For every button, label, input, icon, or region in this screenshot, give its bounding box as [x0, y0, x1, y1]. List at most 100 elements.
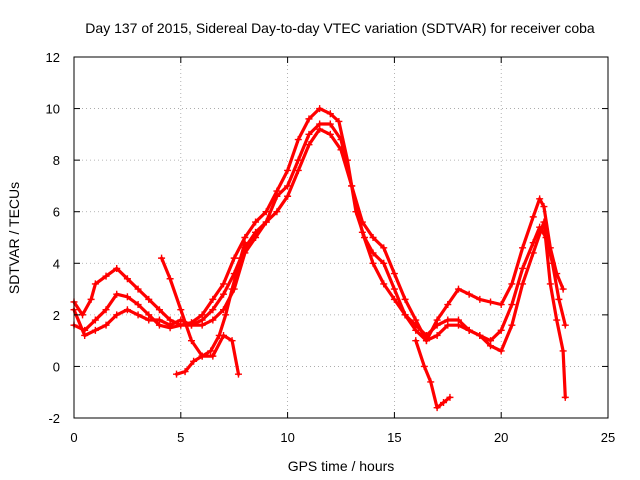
data-point	[433, 404, 441, 412]
data-point	[337, 146, 345, 154]
data-point	[540, 218, 548, 226]
data-point	[181, 368, 189, 376]
data-point	[465, 290, 473, 298]
data-point	[316, 105, 324, 113]
data-point	[87, 295, 95, 303]
data-point	[187, 321, 195, 329]
data-point	[237, 254, 245, 262]
data-point	[369, 259, 377, 267]
data-point	[228, 337, 236, 345]
data-point	[508, 321, 516, 329]
data-point	[561, 321, 569, 329]
y-tick-label: 0	[53, 359, 60, 374]
data-point	[273, 192, 281, 200]
data-point	[412, 321, 420, 329]
data-point	[123, 306, 131, 314]
data-point	[102, 321, 110, 329]
data-point	[220, 280, 228, 288]
data-point	[228, 285, 236, 293]
data-point	[166, 321, 174, 329]
x-tick-label: 5	[177, 430, 184, 445]
data-point	[508, 301, 516, 309]
data-point	[454, 285, 462, 293]
data-point	[305, 115, 313, 123]
data-point	[559, 285, 567, 293]
data-point	[390, 270, 398, 278]
data-point	[326, 130, 334, 138]
data-point	[337, 136, 345, 144]
data-point	[284, 192, 292, 200]
data-point	[220, 290, 228, 298]
data-point	[273, 208, 281, 216]
data-point	[529, 249, 537, 257]
data-point	[559, 347, 567, 355]
data-point	[123, 293, 131, 301]
data-point	[497, 301, 505, 309]
x-axis-label: GPS time / hours	[288, 458, 395, 474]
data-point	[102, 272, 110, 280]
data-point	[198, 352, 206, 360]
data-point	[420, 362, 428, 370]
series-trace-2	[72, 122, 567, 343]
data-point	[294, 136, 302, 144]
y-tick-label: 2	[53, 308, 60, 323]
data-point	[209, 352, 217, 360]
data-point	[390, 285, 398, 293]
data-point	[166, 275, 174, 283]
data-point	[252, 218, 260, 226]
data-point	[113, 311, 121, 319]
data-point	[209, 306, 217, 314]
data-point	[284, 182, 292, 190]
data-point	[358, 228, 366, 236]
data-point	[187, 337, 195, 345]
data-point	[305, 141, 313, 149]
data-point	[145, 316, 153, 324]
data-point	[555, 295, 563, 303]
data-point	[91, 326, 99, 334]
data-point	[209, 316, 217, 324]
data-point	[487, 298, 495, 306]
data-point	[134, 285, 142, 293]
data-point	[241, 239, 249, 247]
data-point	[548, 259, 556, 267]
data-point	[316, 125, 324, 133]
y-axis-label: SDTVAR / TECUs	[6, 182, 22, 294]
chart-title: Day 137 of 2015, Sidereal Day-to-day VTE…	[85, 20, 595, 36]
data-point	[134, 311, 142, 319]
x-tick-label: 20	[494, 430, 508, 445]
data-point	[546, 280, 554, 288]
data-point	[123, 275, 131, 283]
x-tick-label: 25	[601, 430, 615, 445]
data-point	[294, 156, 302, 164]
axis-ticks: 0 5 10 15 20 25 -2 0 2 4 6 8 10 12	[46, 50, 616, 445]
series-trace-3	[72, 127, 567, 399]
data-point	[215, 331, 223, 339]
series-trace-6	[414, 339, 452, 410]
y-tick-label: 4	[53, 256, 60, 271]
data-point	[427, 378, 435, 386]
data-point	[145, 295, 153, 303]
data-point	[412, 337, 420, 345]
data-point	[476, 295, 484, 303]
data-series	[70, 105, 569, 412]
data-point	[487, 342, 495, 350]
data-point	[529, 213, 537, 221]
data-point	[446, 393, 454, 401]
data-point	[158, 254, 166, 262]
x-tick-label: 10	[280, 430, 294, 445]
data-point	[190, 357, 198, 365]
x-tick-label: 15	[387, 430, 401, 445]
data-point	[326, 110, 334, 118]
data-point	[262, 218, 270, 226]
data-point	[348, 182, 356, 190]
data-point	[390, 295, 398, 303]
data-point	[305, 130, 313, 138]
data-point	[369, 234, 377, 241]
data-point	[553, 316, 561, 324]
data-point	[422, 331, 430, 339]
data-point	[476, 331, 484, 339]
data-point	[497, 347, 505, 355]
series-trace-1	[72, 106, 565, 343]
data-point	[284, 166, 292, 174]
